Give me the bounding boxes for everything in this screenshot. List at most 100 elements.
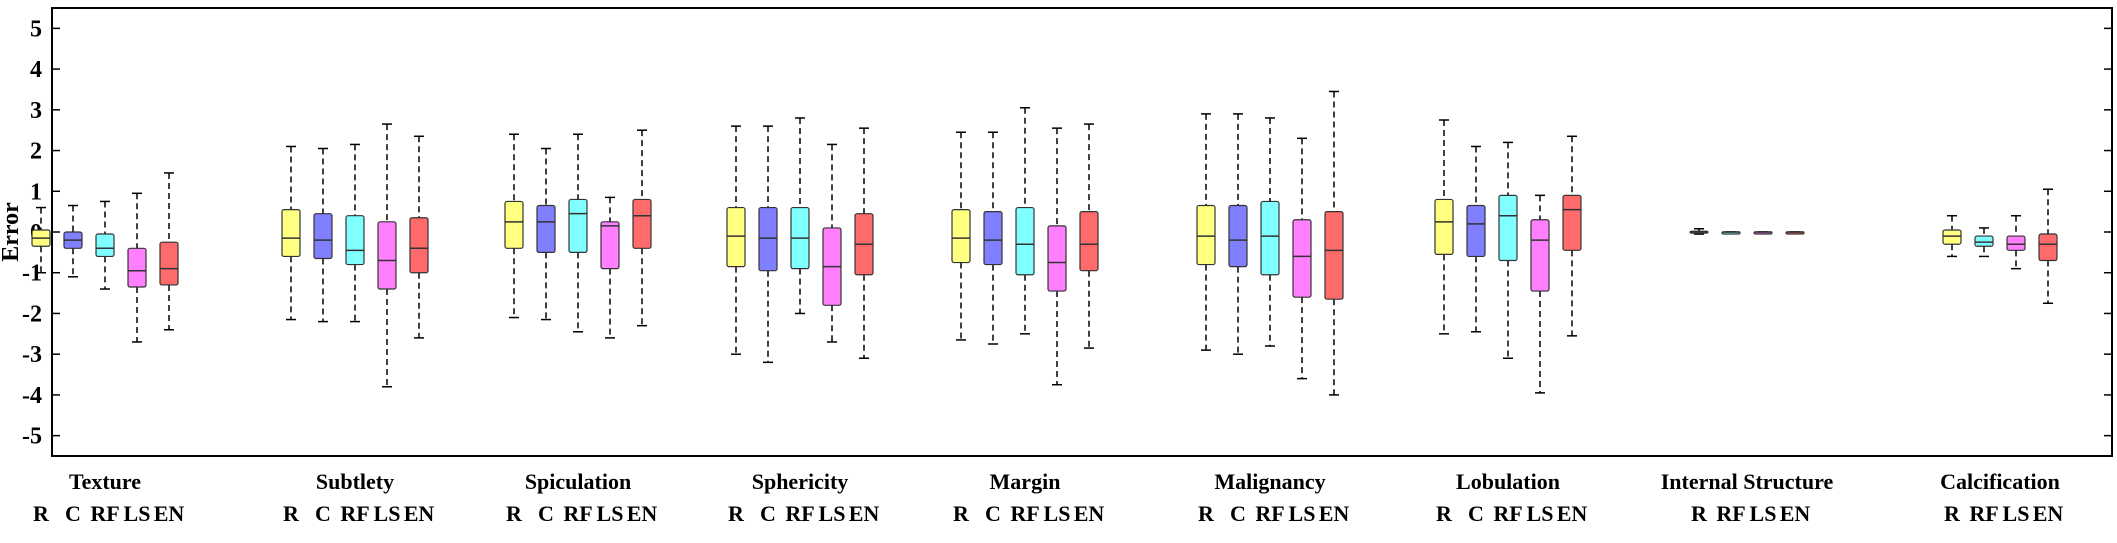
y-tick-label: 1 <box>30 179 42 205</box>
method-label: EN <box>154 501 185 526</box>
method-label: R <box>1198 501 1215 526</box>
method-label: EN <box>404 501 435 526</box>
group-label: Lobulation <box>1456 469 1560 494</box>
method-label: R <box>506 501 523 526</box>
y-tick-label: -4 <box>22 383 42 409</box>
method-label: RF <box>90 501 119 526</box>
box-EN <box>1324 211 1344 300</box>
box-LS <box>2006 235 2026 251</box>
method-label: RF <box>1010 501 1039 526</box>
group-label: Sphericity <box>752 469 849 494</box>
box-group-malignancy <box>1196 90 1344 396</box>
box-group-lobulation <box>1434 119 1582 394</box>
method-label: C <box>1468 501 1484 526</box>
box-RF <box>1260 200 1280 276</box>
box-group-margin <box>951 107 1099 386</box>
y-tick-label: 4 <box>30 57 42 83</box>
box-RF <box>1015 206 1035 276</box>
box-RF <box>568 198 588 253</box>
method-label: C <box>315 501 331 526</box>
method-label: EN <box>1319 501 1350 526</box>
box-EN <box>1562 194 1582 251</box>
group-label: Texture <box>69 469 141 494</box>
method-label: R <box>728 501 745 526</box>
method-label: R <box>33 501 50 526</box>
group-label: Calcification <box>1940 469 2060 494</box>
box-LS <box>600 221 620 270</box>
box-groups <box>31 90 2058 396</box>
y-tick-label: -5 <box>22 424 42 450</box>
box-R <box>1434 198 1454 256</box>
group-label: Spiculation <box>525 469 631 494</box>
method-label: RF <box>1969 501 1998 526</box>
group-label: Subtlety <box>316 469 394 494</box>
box-LS <box>1047 225 1067 292</box>
box-EN <box>2038 233 2058 262</box>
method-label: R <box>283 501 300 526</box>
method-label: EN <box>1780 501 1811 526</box>
y-axis-label: Error <box>0 202 24 262</box>
method-label: LS <box>1527 501 1554 526</box>
box-R <box>951 209 971 264</box>
box-R <box>1942 229 1962 245</box>
method-label: C <box>760 501 776 526</box>
box-R <box>504 200 524 249</box>
method-label: R <box>1944 501 1961 526</box>
group-label: Malignancy <box>1214 469 1325 494</box>
method-label: R <box>1691 501 1708 526</box>
method-label: LS <box>2003 501 2030 526</box>
box-group-calcification <box>1942 188 2058 305</box>
box-EN <box>409 217 429 274</box>
box-R <box>726 206 746 268</box>
y-tick-label: 3 <box>30 98 42 124</box>
method-label: EN <box>627 501 658 526</box>
method-label: RF <box>785 501 814 526</box>
box-LS <box>1292 219 1312 298</box>
box-C <box>1228 204 1248 268</box>
box-group-subtlety <box>281 123 429 388</box>
box-EN <box>159 241 179 286</box>
method-label: C <box>985 501 1001 526</box>
box-LS <box>1530 219 1550 292</box>
method-label: LS <box>124 501 151 526</box>
method-label: EN <box>1557 501 1588 526</box>
method-label: RF <box>1255 501 1284 526</box>
y-tick-label: -1 <box>22 261 42 287</box>
method-label: RF <box>563 501 592 526</box>
method-label: LS <box>597 501 624 526</box>
method-label: R <box>953 501 970 526</box>
method-label: EN <box>2033 501 2064 526</box>
method-label: RF <box>1493 501 1522 526</box>
method-label: EN <box>849 501 880 526</box>
method-label: EN <box>1074 501 1105 526</box>
method-label: R <box>1436 501 1453 526</box>
box-RF <box>95 233 115 258</box>
box-RF <box>1974 235 1994 247</box>
box-group-sphericity <box>726 117 874 364</box>
group-label: Margin <box>990 469 1061 494</box>
box-LS <box>127 247 147 288</box>
method-label: RF <box>1716 501 1745 526</box>
box-C <box>536 204 556 253</box>
y-tick-label: 2 <box>30 139 42 165</box>
y-tick-label: -3 <box>22 342 42 368</box>
group-label: Internal Structure <box>1661 469 1834 494</box>
box-R <box>1196 204 1216 266</box>
method-label: C <box>1230 501 1246 526</box>
box-group-texture <box>31 172 179 343</box>
box-group-internal-structure <box>1689 227 1805 235</box>
box-C <box>758 206 778 272</box>
method-label: LS <box>1044 501 1071 526</box>
y-tick-label: -2 <box>22 301 42 327</box>
method-label: RF <box>340 501 369 526</box>
box-EN <box>1079 211 1099 272</box>
box-LS <box>377 221 397 290</box>
method-label: C <box>65 501 81 526</box>
method-label: LS <box>1289 501 1316 526</box>
box-C <box>1466 204 1486 258</box>
box-R <box>281 209 301 258</box>
box-RF <box>1498 194 1518 262</box>
